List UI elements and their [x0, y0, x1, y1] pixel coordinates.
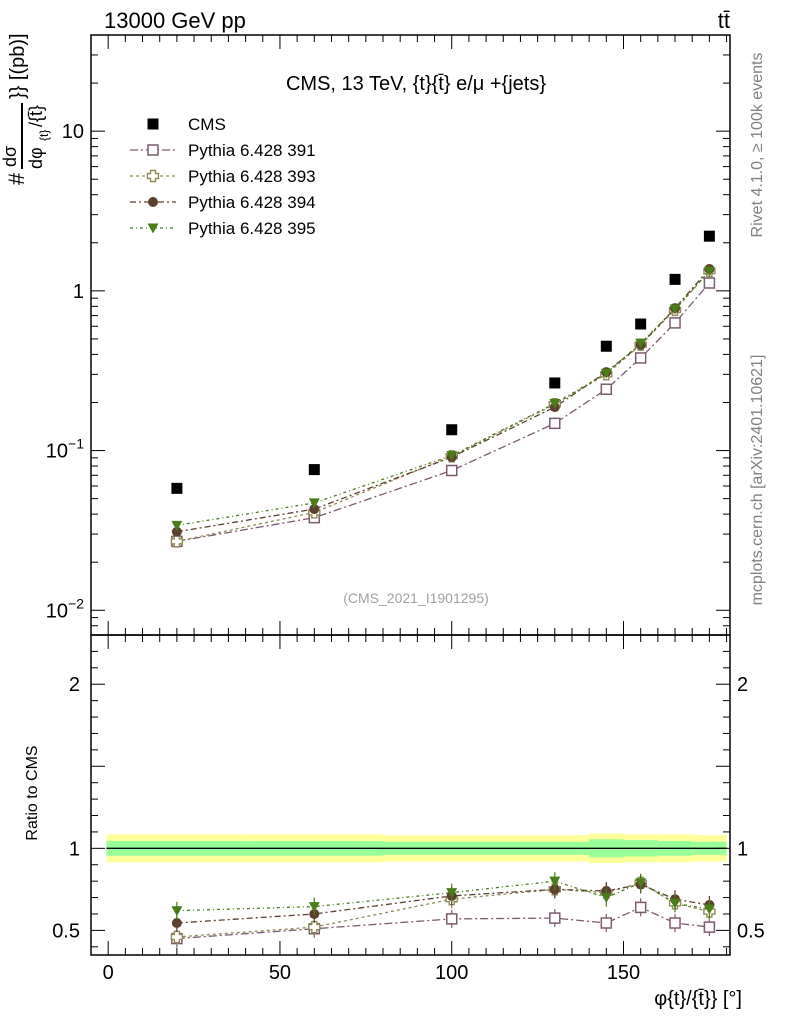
ratio-point-p395 [600, 893, 612, 904]
point-cms [703, 230, 715, 242]
header-left: 13000 GeV pp [104, 8, 246, 33]
ratio-point-p391 [549, 912, 561, 924]
ratio-point-p391 [703, 921, 716, 933]
y-label-hash: # [4, 172, 29, 185]
main-y-tick-label: 10−2 [46, 595, 84, 622]
ratio-point-p395 [446, 888, 458, 899]
y-label-numerator: dσ [0, 146, 20, 167]
ratio-point-p395 [171, 906, 183, 917]
point-p391 [549, 417, 561, 430]
point-p391 [445, 464, 458, 477]
point-p395 [549, 399, 561, 410]
tick-exponent: −1 [68, 436, 84, 452]
ratio-point-p395 [703, 904, 715, 915]
ratio-x-tick-label: 0 [103, 962, 114, 984]
rivet-label: Rivet 4.1.0, ≥ 100k events [749, 53, 766, 238]
y-label-denominator: dφ [26, 147, 46, 169]
legend-marker-p395 [147, 223, 159, 234]
ratio-plot-frame [90, 634, 731, 956]
ratio-x-tick-label: 50 [269, 962, 291, 984]
main-title: CMS, 13 TeV, {t}{t̄} e/μ +{jets} [286, 73, 546, 95]
series-line-p391 [176, 282, 710, 543]
legend-label-p395: Pythia 6.428 395 [188, 219, 316, 238]
ratio-x-axis-label: φ{t}/{t̄}} [°] [654, 988, 742, 1010]
point-p391 [600, 383, 613, 396]
point-cms [635, 318, 647, 330]
ratio-x-tick-label: 100 [435, 962, 468, 984]
legend: CMS Pythia 6.428 391 Pythia 6.428 393 Pythi… [130, 115, 316, 238]
ratio-point-p395 [549, 876, 561, 887]
ratio-y-tick-label-right: 0.5 [737, 920, 765, 942]
legend-label-p394: Pythia 6.428 394 [188, 193, 316, 212]
tick-exponent: −2 [68, 595, 84, 611]
point-p395 [171, 520, 183, 531]
point-p394 [171, 526, 182, 537]
ratio-point-p395 [635, 878, 647, 889]
tick-base: 10 [46, 600, 68, 622]
ratio-y-tick-label: 0.5 [52, 920, 80, 942]
main-y-axis-label: # dσ dφ {t} /{t̄} }} [(pb)] [0, 33, 51, 185]
ratio-y-tick-label-right: 1 [737, 838, 748, 860]
y-label-denominator-tail: /{t̄} [26, 105, 46, 127]
series-line-p393 [176, 270, 710, 543]
tick-base: 1 [73, 281, 84, 303]
main-y-tick-label: 10−1 [46, 436, 84, 463]
point-p395 [600, 368, 612, 379]
point-p391 [634, 352, 647, 364]
main-y-tick-label: 1 [73, 281, 84, 303]
point-p395 [635, 338, 647, 349]
y-label-subscript: {t} [37, 130, 51, 141]
legend-marker-p391 [147, 144, 159, 156]
point-p394 [309, 504, 320, 515]
ratio-point-p393 [170, 930, 184, 944]
y-label-unit: }} [(pb)] [7, 33, 29, 99]
ratio-point-p394 [171, 918, 182, 928]
legend-label-p391: Pythia 6.428 391 [188, 141, 316, 160]
ratio-x-tick-label: 150 [607, 962, 640, 984]
point-p391 [669, 317, 681, 329]
legend-marker-p393 [146, 169, 160, 183]
legend-label-cms: CMS [188, 115, 226, 134]
ratio-point-p395 [308, 902, 320, 913]
tick-base: 10 [46, 441, 68, 463]
ratio-y-tick-label-right: 2 [737, 674, 748, 696]
ratio-line-p395 [176, 880, 710, 912]
header-right: tt̄ [718, 8, 730, 33]
point-p395 [703, 266, 715, 277]
watermark: (CMS_2021_I1901295) [343, 590, 489, 606]
ratio-point-p393 [308, 920, 321, 934]
ratio-point-p391 [600, 917, 613, 929]
mcplots-label: mcplots.cern.ch [arXiv:2401.10621] [749, 355, 766, 606]
ratio-plot: 0.5 0.5 1 1 2 2 0 50 100 150 Ratio to CMS φ{t}/{t… [24, 634, 765, 1010]
ratio-point-p395 [669, 898, 681, 909]
legend-marker-cms [147, 118, 159, 130]
point-cms [669, 273, 681, 285]
point-p395 [446, 451, 458, 462]
ratio-point-p391 [445, 913, 458, 925]
ratio-y-tick-label: 1 [69, 838, 80, 860]
point-p391 [703, 277, 716, 289]
legend-marker-p394 [148, 197, 158, 207]
point-cms [446, 424, 458, 436]
point-cms [171, 482, 183, 494]
point-cms [600, 340, 612, 352]
ratio-point-p391 [634, 901, 647, 914]
main-y-tick-label: 10 [62, 121, 84, 143]
point-p393 [170, 535, 184, 548]
legend-label-p393: Pythia 6.428 393 [188, 167, 316, 186]
point-cms [308, 464, 320, 476]
point-p395 [669, 304, 681, 315]
ratio-point-p391 [669, 917, 681, 929]
point-cms [549, 377, 561, 389]
point-p395 [308, 498, 320, 509]
ratio-y-axis-label: Ratio to CMS [24, 745, 41, 840]
ratio-y-tick-label: 2 [69, 674, 80, 696]
tick-base: 10 [62, 121, 84, 143]
